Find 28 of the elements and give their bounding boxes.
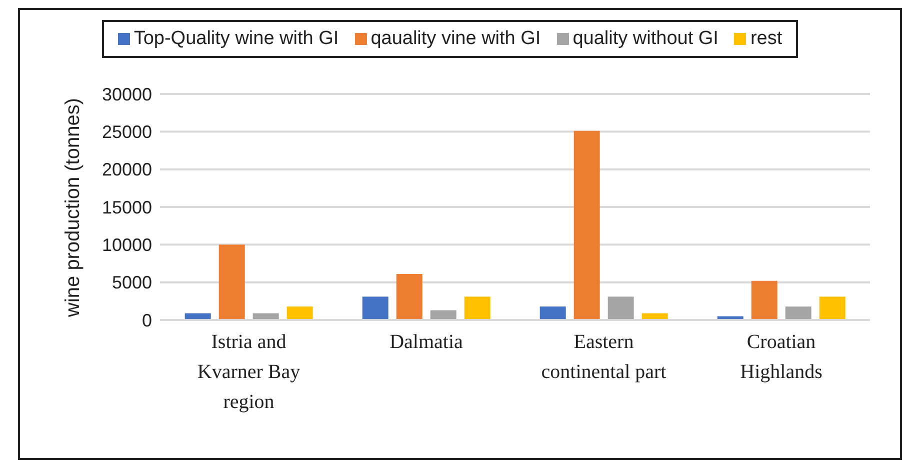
bar (362, 296, 388, 320)
x-tick-label: Istria and Kvarner Bay region (197, 331, 300, 413)
bar (286, 306, 313, 320)
y-tick-label: 10000 (102, 235, 152, 256)
bar (751, 280, 778, 320)
bar (819, 296, 846, 320)
bar (464, 296, 490, 320)
y-tick-label: 30000 (102, 84, 152, 104)
bar (785, 306, 812, 320)
bar (574, 130, 600, 320)
bar (396, 274, 422, 320)
y-tick-label: 5000 (112, 272, 152, 293)
bar (430, 310, 456, 320)
legend-label: quality without GI (572, 28, 718, 50)
y-tick-label: 25000 (102, 122, 152, 142)
x-tick-label: Croatian Highlands (740, 331, 823, 383)
x-tick-label: Eastern continental part (541, 331, 667, 383)
legend-label: qauality vine with GI (370, 28, 541, 50)
y-tick-label: 20000 (102, 160, 152, 180)
bar (608, 296, 634, 320)
bar (540, 306, 566, 320)
legend-label: rest (749, 28, 782, 50)
x-tick-label: Dalmatia (390, 331, 464, 353)
y-tick-label: 0 (142, 310, 152, 330)
y-tick-label: 15000 (102, 197, 152, 218)
y-axis-title: wine production (tonnes) (62, 98, 84, 318)
legend-label: Top-Quality wine with GI (132, 28, 339, 50)
bar (218, 244, 245, 320)
